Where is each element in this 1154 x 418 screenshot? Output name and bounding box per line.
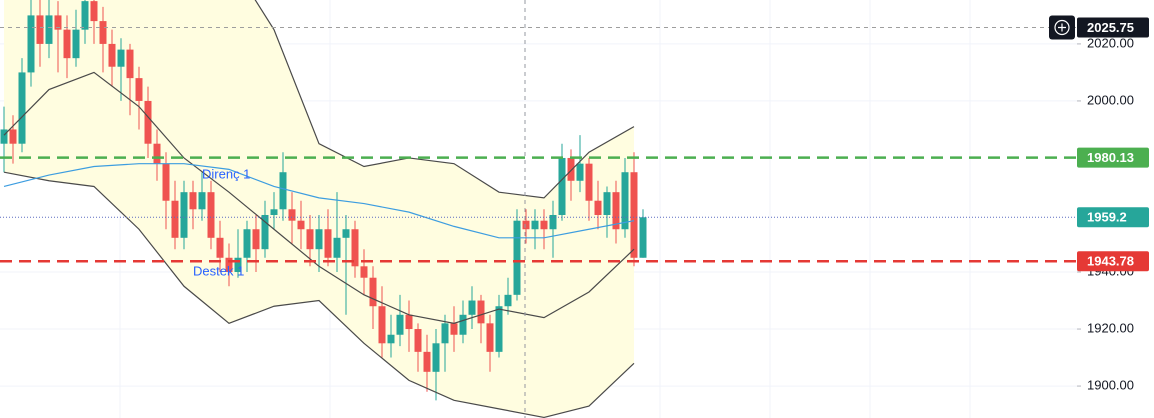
band-line	[254, 0, 635, 199]
candle-body	[540, 220, 548, 230]
candle-body	[63, 29, 71, 59]
plus-icon[interactable]	[1058, 23, 1066, 32]
candle-body	[153, 143, 161, 164]
y-tick-label: 2000.00	[1087, 92, 1134, 107]
y-tick-label: 1920.00	[1087, 320, 1134, 335]
candle-body	[99, 21, 107, 44]
candle-body	[468, 300, 476, 315]
candle-body	[270, 209, 278, 215]
candle-body	[567, 157, 575, 181]
candle-body	[45, 15, 53, 44]
candle-body	[594, 200, 602, 215]
candle-body	[54, 15, 62, 30]
candle-body	[189, 192, 197, 210]
candle-body	[18, 72, 26, 144]
candle-body	[144, 100, 152, 144]
candle-body	[531, 220, 539, 230]
candle-body	[333, 237, 341, 258]
band-line	[3, 71, 635, 324]
candle-body	[423, 351, 431, 372]
candle-body	[9, 129, 17, 144]
candle-body	[450, 323, 458, 335]
candle-body	[135, 78, 143, 101]
candle-body	[621, 172, 629, 230]
candle-body	[90, 1, 98, 22]
candle-body	[288, 209, 296, 221]
level-label-bg	[1077, 207, 1149, 228]
annotation: Destek 1	[193, 263, 244, 278]
band-line	[3, 163, 635, 239]
level-label-bg	[1077, 17, 1149, 38]
candle-body	[504, 294, 512, 307]
candle-body	[513, 220, 521, 295]
candle-body	[252, 229, 260, 250]
candle-body	[459, 314, 467, 335]
annotation: Direnç 1	[202, 167, 250, 182]
band-fill	[4, 0, 634, 418]
candle-body	[369, 277, 377, 307]
candle-body	[117, 49, 125, 67]
candle-body	[432, 343, 440, 372]
plus-button	[1054, 19, 1070, 36]
price-axis: 1900.001920.001940.002000.002020.002025.…	[1049, 15, 1149, 393]
candle-body	[378, 306, 386, 344]
candle-body	[225, 257, 233, 273]
candle-body	[630, 172, 638, 258]
candle-body	[342, 229, 350, 238]
candle-body	[279, 172, 287, 210]
candle-body	[162, 163, 170, 201]
candle-body	[549, 214, 557, 230]
candle-body	[207, 192, 215, 238]
level-label-bg	[1077, 251, 1149, 272]
candle-body	[477, 300, 485, 324]
candle-body	[126, 49, 134, 79]
candle-body	[612, 192, 620, 230]
candle-body	[360, 266, 368, 278]
candle-body	[81, 1, 89, 30]
candle-body	[261, 214, 269, 250]
grid	[119, 0, 971, 418]
candle-body	[315, 229, 323, 250]
candle-body	[297, 220, 305, 230]
candle-body	[198, 192, 206, 210]
candle-body	[108, 43, 116, 67]
level-label: 2025.75	[1087, 20, 1134, 35]
level-label: 1980.13	[1087, 150, 1134, 165]
candle-body	[576, 163, 584, 181]
candle-body	[441, 323, 449, 344]
candle-body	[396, 314, 404, 335]
y-tick-label: 2020.00	[1087, 35, 1134, 50]
candle-body	[495, 306, 503, 352]
candle-body	[234, 257, 242, 273]
candle-body	[306, 229, 314, 250]
candle-body	[27, 15, 35, 73]
y-tick-label: 1900.00	[1087, 378, 1134, 393]
candle-body	[0, 129, 8, 144]
candle-body	[243, 229, 251, 258]
candle-body	[216, 237, 224, 258]
candle-body	[180, 192, 188, 238]
level-label: 1959.2	[1087, 210, 1127, 225]
band-line	[3, 171, 635, 418]
candle-body	[486, 323, 494, 352]
candle-body	[387, 334, 395, 344]
candle-body	[522, 220, 530, 230]
level-label: 1943.78	[1087, 254, 1134, 269]
candle-body	[36, 15, 44, 44]
candle-body	[639, 217, 647, 258]
candle-body	[414, 329, 422, 352]
plot: Direnç 1 Destek 1	[0, 0, 1077, 418]
candle-body	[171, 200, 179, 238]
candle-body	[558, 157, 566, 215]
candle-body	[351, 229, 359, 267]
level-label-bg	[1077, 147, 1149, 168]
candle-body	[585, 163, 593, 201]
candle-body	[324, 229, 332, 258]
candle-body	[603, 192, 611, 215]
candle-body	[72, 29, 80, 59]
candle-body	[405, 314, 413, 330]
